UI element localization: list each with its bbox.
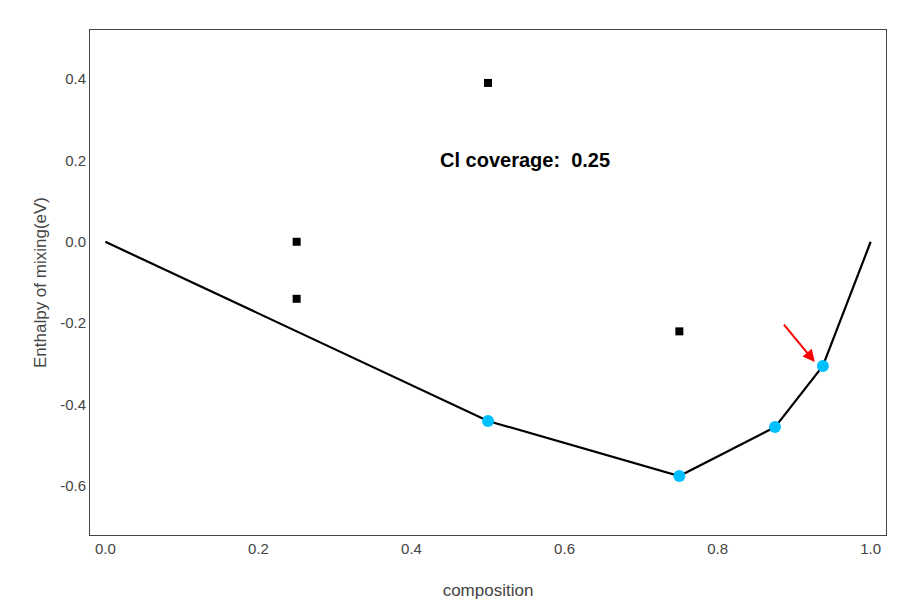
svg-text:composition: composition xyxy=(443,581,534,600)
svg-text:-0.6: -0.6 xyxy=(60,477,86,494)
svg-text:Cl coverage: 0.25: Cl coverage: 0.25 xyxy=(440,149,610,171)
svg-text:Enthalpy of mixing(eV): Enthalpy of mixing(eV) xyxy=(31,197,50,368)
svg-text:0.6: 0.6 xyxy=(554,540,575,557)
svg-text:0.4: 0.4 xyxy=(401,540,422,557)
svg-text:1.0: 1.0 xyxy=(860,540,881,557)
svg-text:0.0: 0.0 xyxy=(65,233,86,250)
svg-text:0.4: 0.4 xyxy=(65,70,86,87)
svg-text:0.8: 0.8 xyxy=(707,540,728,557)
svg-text:-0.4: -0.4 xyxy=(60,396,86,413)
svg-text:0.2: 0.2 xyxy=(65,152,86,169)
svg-text:0.2: 0.2 xyxy=(248,540,269,557)
svg-text:-0.2: -0.2 xyxy=(60,314,86,331)
svg-text:0.0: 0.0 xyxy=(95,540,116,557)
